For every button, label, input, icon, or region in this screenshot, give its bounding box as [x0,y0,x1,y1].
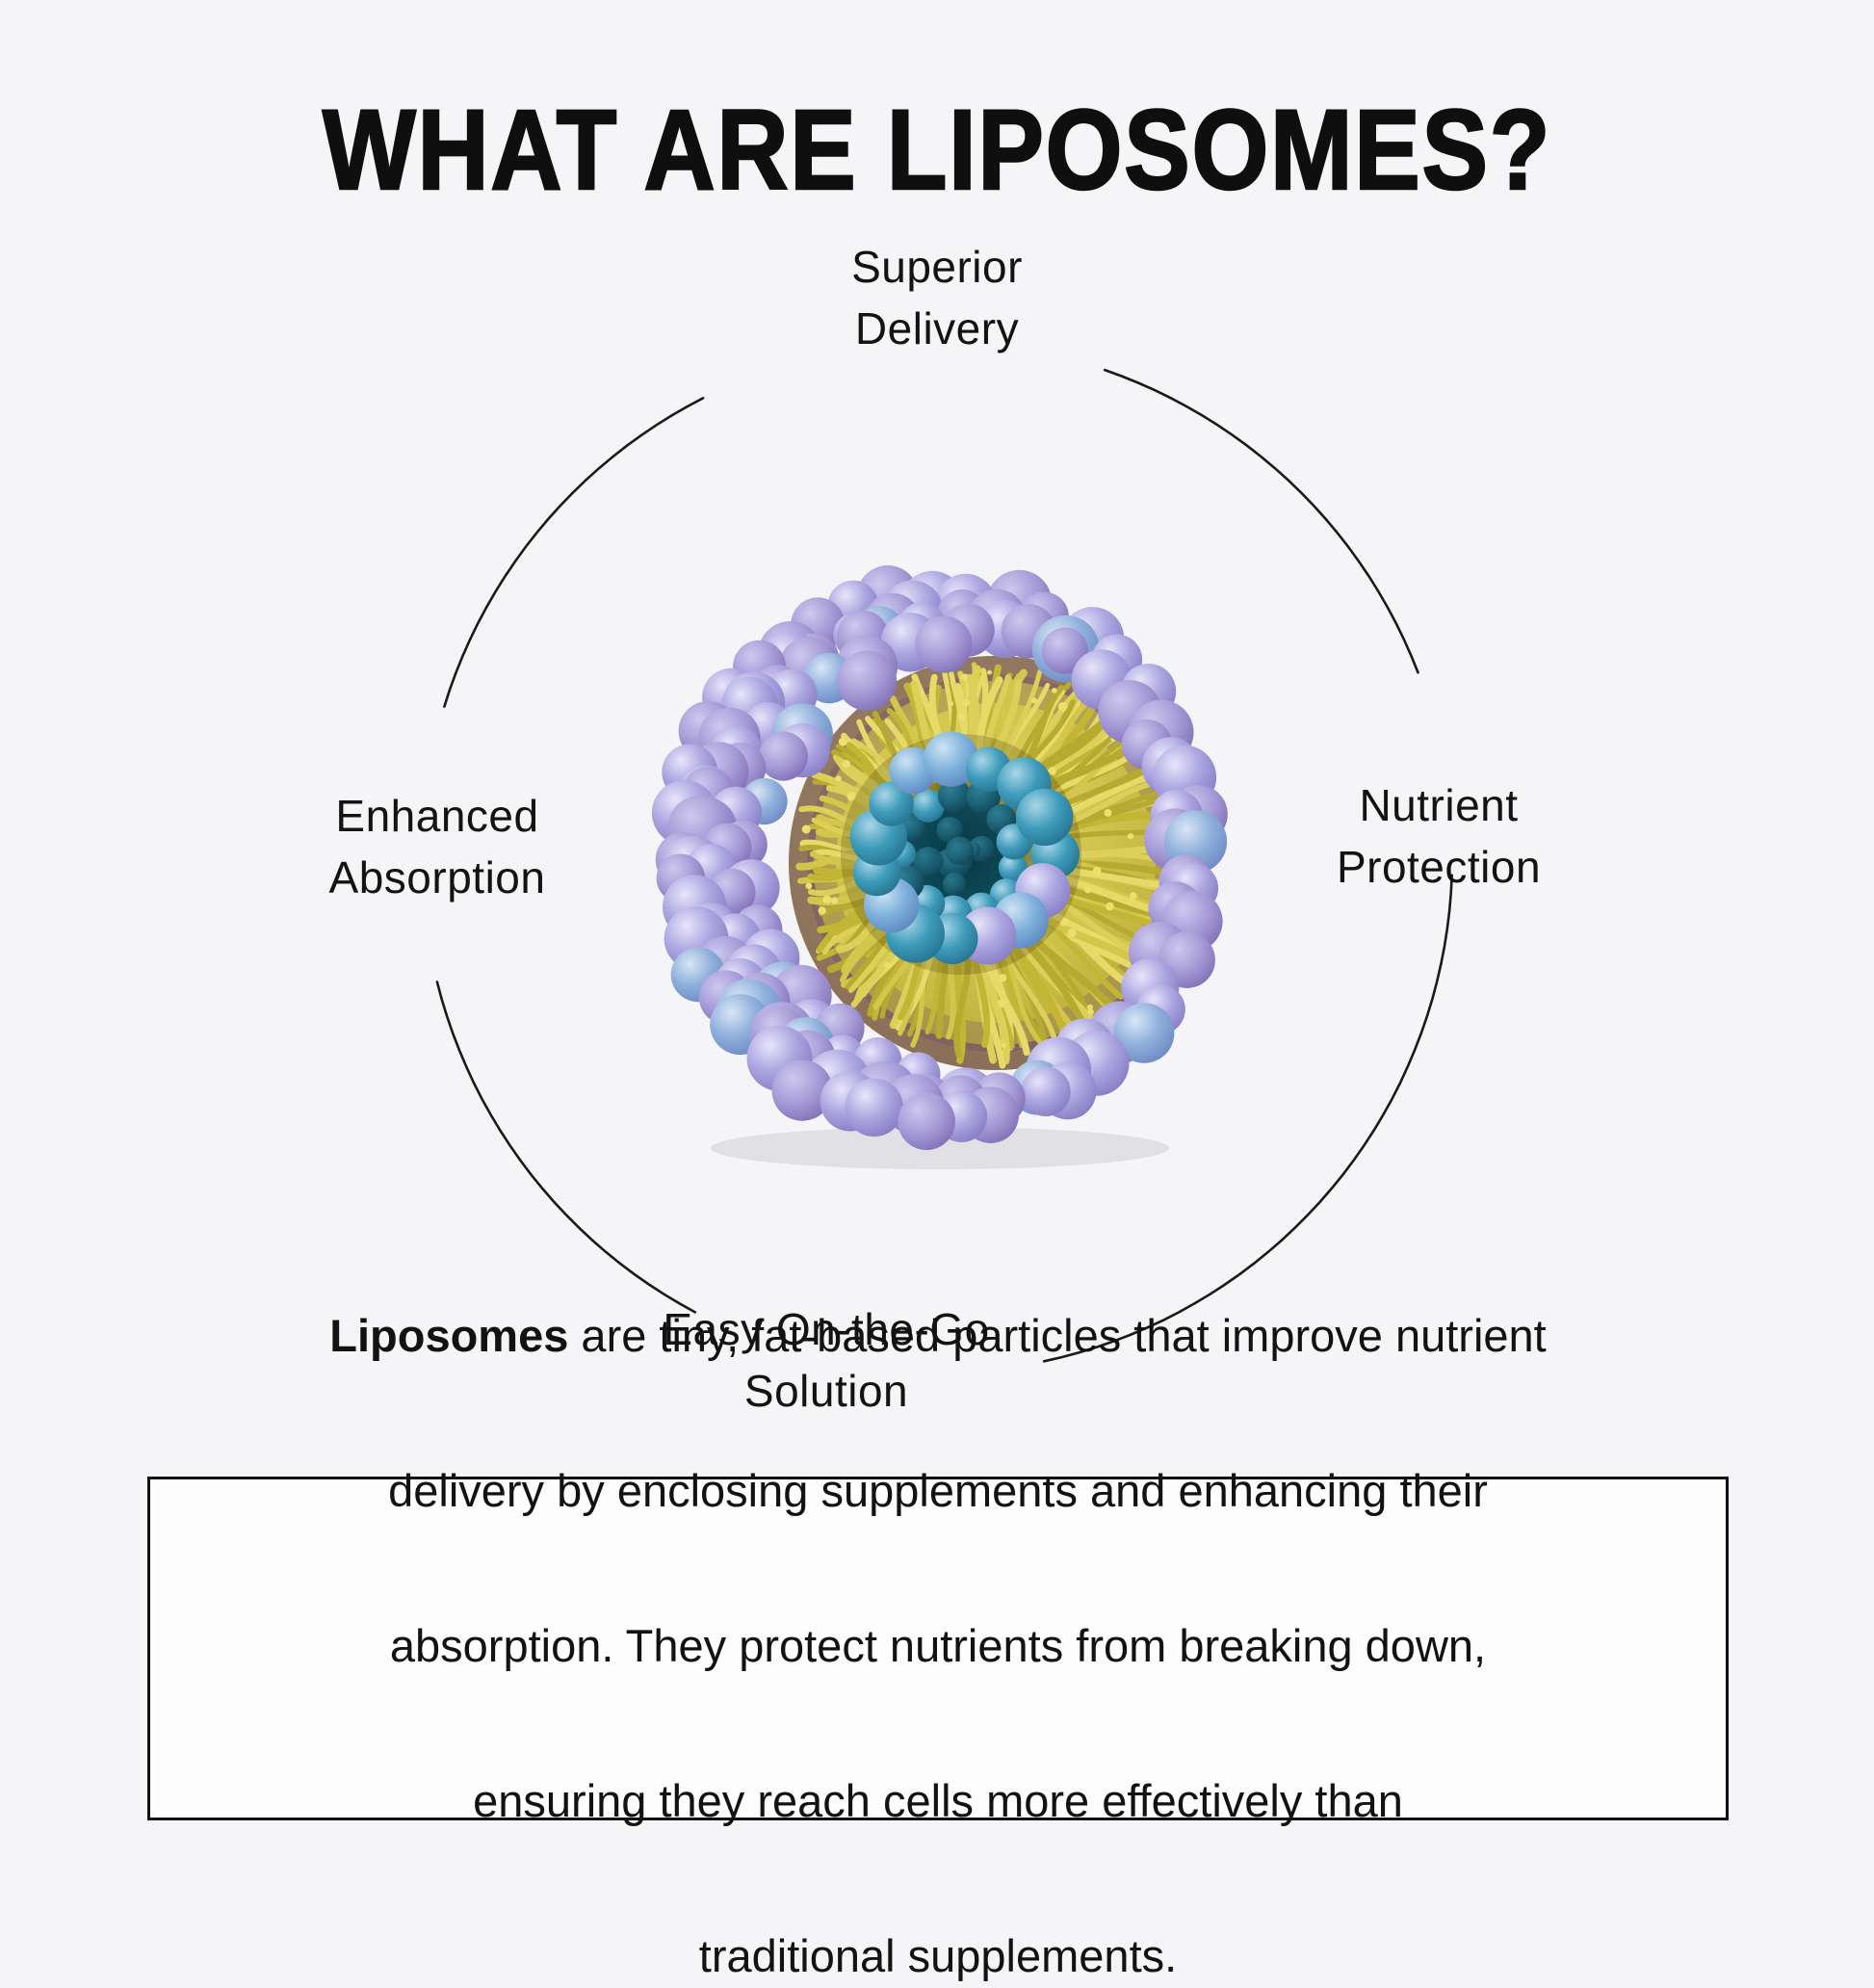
page-title: WHAT ARE LIPOSOMES? [322,86,1552,215]
diagram-label-superior-delivery: Superior Delivery [851,236,1023,359]
description-line: traditional supplements. [698,1930,1178,1981]
diagram-label-nutrient-protection: Nutrient Protection [1337,774,1541,898]
description-line: ensuring they reach cells more effective… [473,1775,1403,1826]
label-line: Absorption [328,852,546,902]
label-line: Easy On-the-Go [663,1304,990,1354]
diagram-label-enhanced-absorption: Enhanced Absorption [329,785,546,908]
label-line: Protection [1336,842,1542,892]
label-line: Nutrient [1359,780,1519,830]
label-line: Enhanced [335,791,539,841]
description-line: delivery by enclosing supplements and en… [388,1465,1488,1516]
description-lead: Liposomes [329,1310,569,1361]
label-line: Superior [851,242,1023,292]
description-line: absorption. They protect nutrients from … [389,1620,1487,1671]
description-box: Liposomes are tiny, fat-based particles … [147,1310,1729,1981]
label-line: Solution [743,1366,909,1416]
diagram-label-easy-on-the-go: Easy On-the-Go Solution [663,1298,989,1422]
liposome-illustration [634,557,1250,1173]
description-line: Liposomes are tiny, fat-based particles … [329,1310,1547,1361]
liposome-3d-render [651,565,1228,1169]
label-line: Delivery [854,303,1020,353]
infographic-page: WHAT ARE LIPOSOMES? Superior Delivery Nu… [147,86,1729,1981]
